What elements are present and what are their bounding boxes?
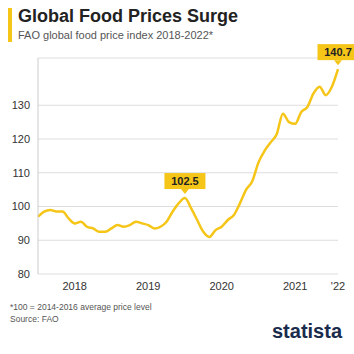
svg-text:110: 110 [12, 167, 30, 179]
html-text:statista: statista [272, 320, 342, 342]
html-text:*100 = 2014-2016 average price: *100 = 2014-2016 average price level [10, 302, 152, 312]
html-text:Global Food Prices Surge: Global Food Prices Surge [18, 6, 238, 26]
html-text:Source: FAO: Source: FAO [10, 314, 59, 324]
svg-text:130: 130 [12, 99, 30, 111]
svg-text:2020: 2020 [209, 280, 233, 292]
svg-text:2018: 2018 [62, 280, 86, 292]
svg-text:90: 90 [18, 234, 30, 246]
svg-text:2019: 2019 [136, 280, 160, 292]
svg-text:2021: 2021 [283, 280, 307, 292]
svg-text:100: 100 [12, 200, 30, 212]
svg-text:80: 80 [18, 268, 30, 280]
svg-text:120: 120 [12, 133, 30, 145]
svg-text:140.7: 140.7 [324, 46, 352, 58]
html-text:FAO global food price index 20: FAO global food price index 2018-2022* [18, 29, 214, 41]
svg-text:102.5: 102.5 [171, 175, 199, 187]
svg-text:'22: '22 [331, 280, 345, 292]
